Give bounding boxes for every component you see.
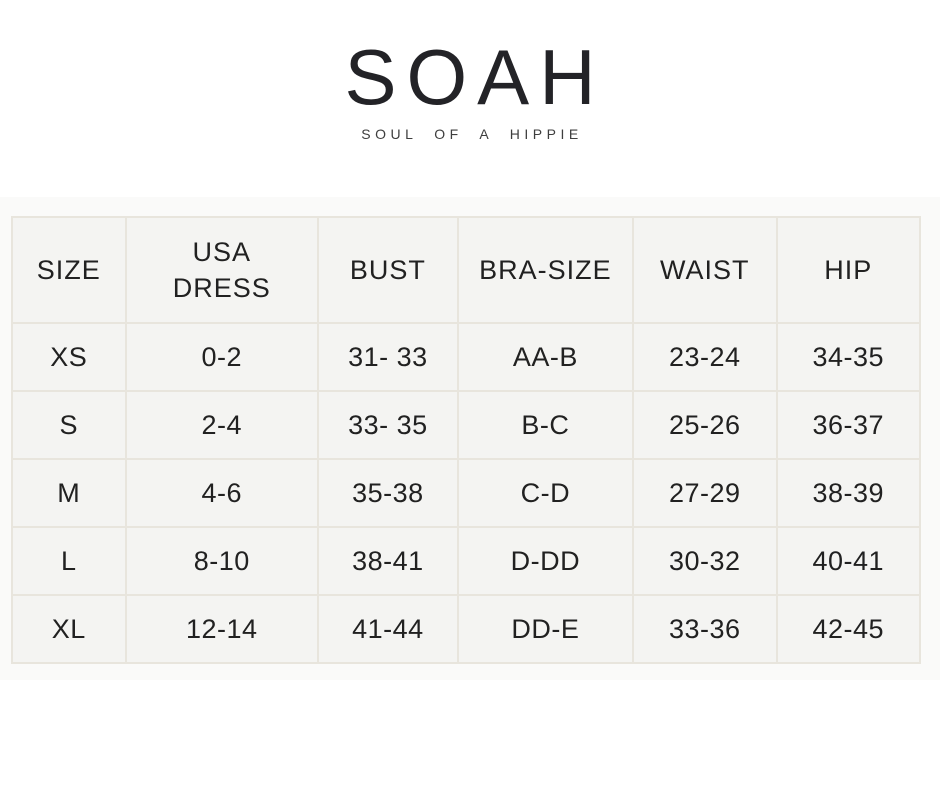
brand-header: SOAH SOUL OF A HIPPIE	[0, 0, 940, 142]
size-chart-section: SIZE USA DRESS BUST BRA-SIZE WAIST HIP X…	[0, 197, 940, 680]
cell-bra-size: DD-E	[456, 594, 635, 664]
cell-size: M	[11, 458, 127, 528]
column-header-size: SIZE	[11, 216, 127, 324]
cell-usa-dress: 2-4	[124, 390, 319, 460]
cell-size: XS	[11, 322, 127, 392]
table-row-l: L 8-10 38-41 D-DD 30-32 40-41	[11, 526, 921, 596]
cell-bra-size: C-D	[456, 458, 635, 528]
brand-logo-text: SOAH	[344, 33, 606, 121]
column-header-waist: WAIST	[632, 216, 778, 324]
cell-size: XL	[11, 594, 127, 664]
cell-bust: 41-44	[316, 594, 459, 664]
brand-tagline: SOUL OF A HIPPIE	[361, 126, 583, 142]
column-header-bra-size: BRA-SIZE	[456, 216, 635, 324]
size-chart-body: XS 0-2 31- 33 AA-B 23-24 34-35 S 2-4 33-…	[11, 322, 921, 664]
table-header-row: SIZE USA DRESS BUST BRA-SIZE WAIST HIP	[11, 216, 921, 324]
table-row-xs: XS 0-2 31- 33 AA-B 23-24 34-35	[11, 322, 921, 392]
cell-waist: 25-26	[632, 390, 778, 460]
cell-hip: 40-41	[775, 526, 921, 596]
cell-usa-dress: 4-6	[124, 458, 319, 528]
size-chart-header-row: SIZE USA DRESS BUST BRA-SIZE WAIST HIP	[11, 216, 921, 324]
cell-waist: 33-36	[632, 594, 778, 664]
cell-size: L	[11, 526, 127, 596]
size-chart-table: SIZE USA DRESS BUST BRA-SIZE WAIST HIP X…	[11, 216, 921, 664]
cell-hip: 42-45	[775, 594, 921, 664]
cell-bust: 31- 33	[316, 322, 459, 392]
cell-bra-size: B-C	[456, 390, 635, 460]
cell-hip: 34-35	[775, 322, 921, 392]
cell-bra-size: AA-B	[456, 322, 635, 392]
cell-bust: 35-38	[316, 458, 459, 528]
column-header-hip: HIP	[775, 216, 921, 324]
cell-usa-dress: 0-2	[124, 322, 319, 392]
cell-bust: 38-41	[316, 526, 459, 596]
table-row-m: M 4-6 35-38 C-D 27-29 38-39	[11, 458, 921, 528]
column-header-usa-dress: USA DRESS	[124, 216, 319, 324]
cell-bust: 33- 35	[316, 390, 459, 460]
cell-waist: 30-32	[632, 526, 778, 596]
cell-hip: 36-37	[775, 390, 921, 460]
cell-bra-size: D-DD	[456, 526, 635, 596]
cell-usa-dress: 12-14	[124, 594, 319, 664]
table-row-s: S 2-4 33- 35 B-C 25-26 36-37	[11, 390, 921, 460]
cell-size: S	[11, 390, 127, 460]
table-row-xl: XL 12-14 41-44 DD-E 33-36 42-45	[11, 594, 921, 664]
column-header-bust: BUST	[316, 216, 459, 324]
cell-usa-dress: 8-10	[124, 526, 319, 596]
cell-waist: 23-24	[632, 322, 778, 392]
cell-hip: 38-39	[775, 458, 921, 528]
cell-waist: 27-29	[632, 458, 778, 528]
